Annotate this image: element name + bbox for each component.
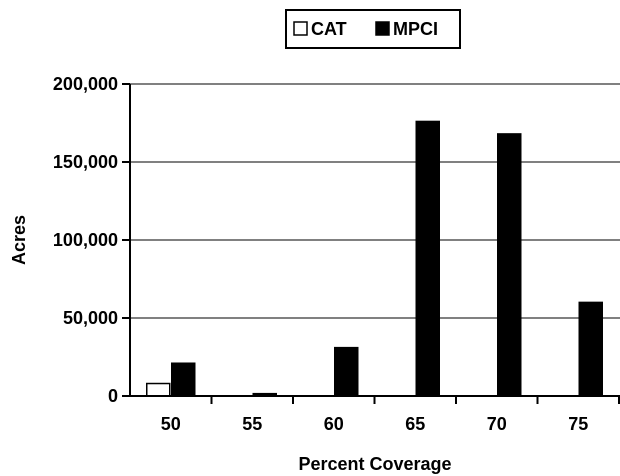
bar-mpci-75 xyxy=(578,301,603,397)
y-tick-label: 200,000 xyxy=(53,74,118,94)
legend-swatch-mpci xyxy=(375,21,390,36)
bar-mpci-65 xyxy=(415,120,440,397)
bars xyxy=(146,120,603,397)
y-tick-label: 150,000 xyxy=(53,152,118,172)
x-tick-label: 70 xyxy=(487,414,507,434)
legend-label-cat: CAT xyxy=(311,19,347,39)
y-tick-label: 100,000 xyxy=(53,230,118,250)
y-tick-label: 0 xyxy=(108,386,118,406)
legend-frame xyxy=(285,9,461,49)
x-tick-label: 75 xyxy=(568,414,588,434)
x-tick-label: 65 xyxy=(405,414,425,434)
x-tick-label: 60 xyxy=(324,414,344,434)
bar-mpci-60 xyxy=(334,346,359,397)
legend: CAT MPCI xyxy=(285,9,461,49)
x-tick-label: 50 xyxy=(161,414,181,434)
bar-mpci-50 xyxy=(171,362,196,397)
x-tick-label: 55 xyxy=(242,414,262,434)
bar-cat-50 xyxy=(146,382,171,397)
x-axis-ticks: 50 55 60 65 70 75 xyxy=(161,396,620,434)
y-axis-ticks: 0 50,000 100,000 150,000 200,000 xyxy=(53,74,130,406)
y-axis-title: Acres xyxy=(9,215,29,265)
gridlines xyxy=(130,83,620,319)
x-axis-title: Percent Coverage xyxy=(298,454,451,474)
legend-swatch-cat xyxy=(293,21,308,36)
legend-label-mpci: MPCI xyxy=(393,19,438,39)
y-tick-label: 50,000 xyxy=(63,308,118,328)
bar-mpci-70 xyxy=(497,133,522,397)
